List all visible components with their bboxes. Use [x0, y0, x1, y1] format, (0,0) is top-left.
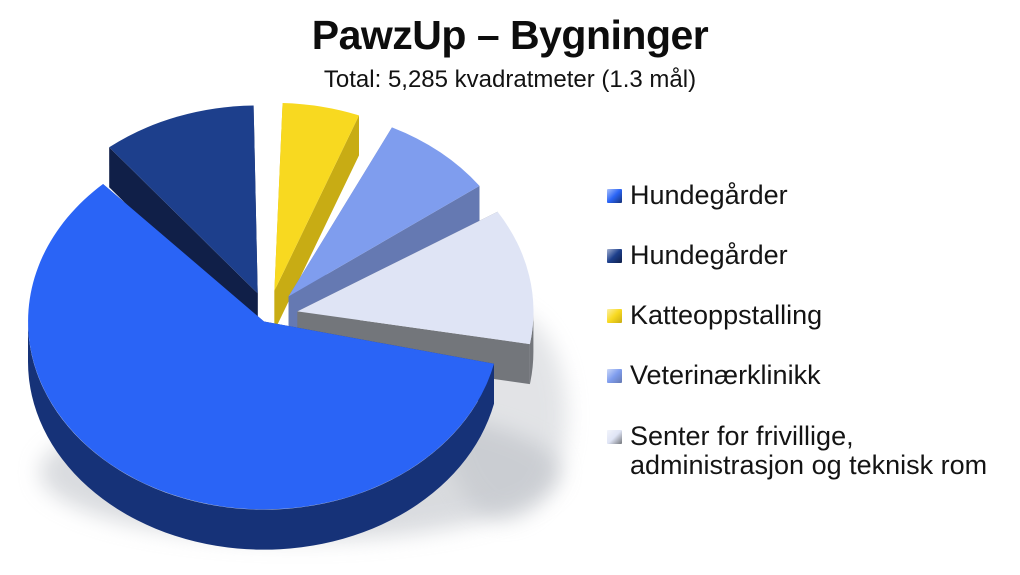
pie-slice-0 [28, 184, 495, 510]
legend: Hundegårder Hundegårder Katteoppstalling Ve… [607, 180, 1019, 480]
pie-chart [27, 103, 567, 550]
chart-header: PawzUp – Bygninger Total: 5,285 kvadratm… [0, 12, 1020, 94]
pie-slice-rim-0 [27, 321, 495, 550]
pie-slice-rim-4 [529, 311, 534, 385]
pie-slice-2 [274, 103, 359, 291]
legend-item-4: Senter for frivillige, administrasjon og… [607, 420, 1019, 480]
legend-item-2: Katteoppstalling [607, 301, 1019, 330]
chart-subtitle: Total: 5,285 kvadratmeter (1.3 mål) [323, 66, 697, 93]
legend-label: Katteoppstalling [630, 300, 823, 331]
pie-slice-1 [109, 105, 258, 294]
legend-marker-icon [607, 429, 622, 444]
legend-label: Veterinærklinikk [630, 360, 821, 391]
legend-label: Hundegårder [630, 240, 788, 271]
legend-marker-icon [607, 249, 622, 264]
legend-marker-icon [607, 189, 622, 203]
legend-marker-icon [607, 309, 622, 324]
pie-3d-svg [27, 103, 567, 550]
pie-slice-4 [297, 211, 534, 345]
legend-label: Hundegårder [630, 180, 788, 210]
legend-marker-icon [607, 369, 622, 384]
legend-label: Senter for frivillige, administrasjon og… [630, 420, 988, 480]
pie-slice-wall-2 [274, 115, 359, 331]
pie-slice-3 [288, 127, 480, 297]
legend-item-3: Veterinærklinikk [607, 361, 1019, 390]
legend-item-1: Hundegårder [607, 240, 1019, 271]
pie-slices-group [27, 103, 567, 550]
chart-title: PawzUp – Bygninger [311, 12, 709, 58]
legend-item-0: Hundegårder [607, 180, 1019, 210]
